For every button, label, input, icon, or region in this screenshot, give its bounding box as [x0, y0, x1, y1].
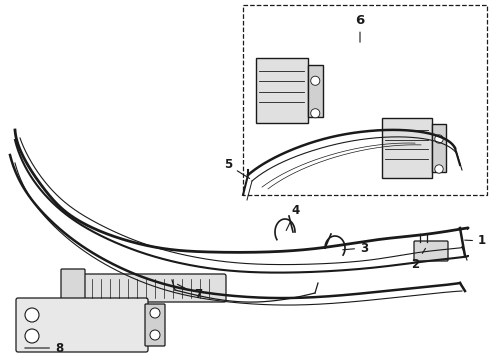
Bar — [308, 64, 322, 117]
Bar — [382, 118, 432, 178]
Bar — [432, 124, 446, 172]
Text: 4: 4 — [286, 203, 300, 230]
Text: 2: 2 — [411, 248, 425, 271]
Text: 7: 7 — [177, 284, 202, 302]
Circle shape — [311, 76, 320, 85]
FancyBboxPatch shape — [16, 298, 148, 352]
Circle shape — [311, 109, 320, 118]
FancyBboxPatch shape — [78, 274, 226, 302]
Circle shape — [150, 308, 160, 318]
Bar — [256, 58, 308, 123]
FancyBboxPatch shape — [414, 241, 448, 261]
Circle shape — [435, 135, 443, 143]
Text: 8: 8 — [25, 342, 63, 355]
Circle shape — [25, 329, 39, 343]
Text: 1: 1 — [465, 234, 486, 248]
Circle shape — [25, 308, 39, 322]
Bar — [243, 5, 487, 195]
FancyBboxPatch shape — [145, 304, 165, 346]
Circle shape — [150, 330, 160, 340]
Text: 5: 5 — [224, 158, 249, 179]
FancyBboxPatch shape — [61, 269, 85, 299]
Circle shape — [435, 165, 443, 173]
Text: 6: 6 — [355, 13, 365, 42]
Text: 3: 3 — [343, 242, 368, 255]
